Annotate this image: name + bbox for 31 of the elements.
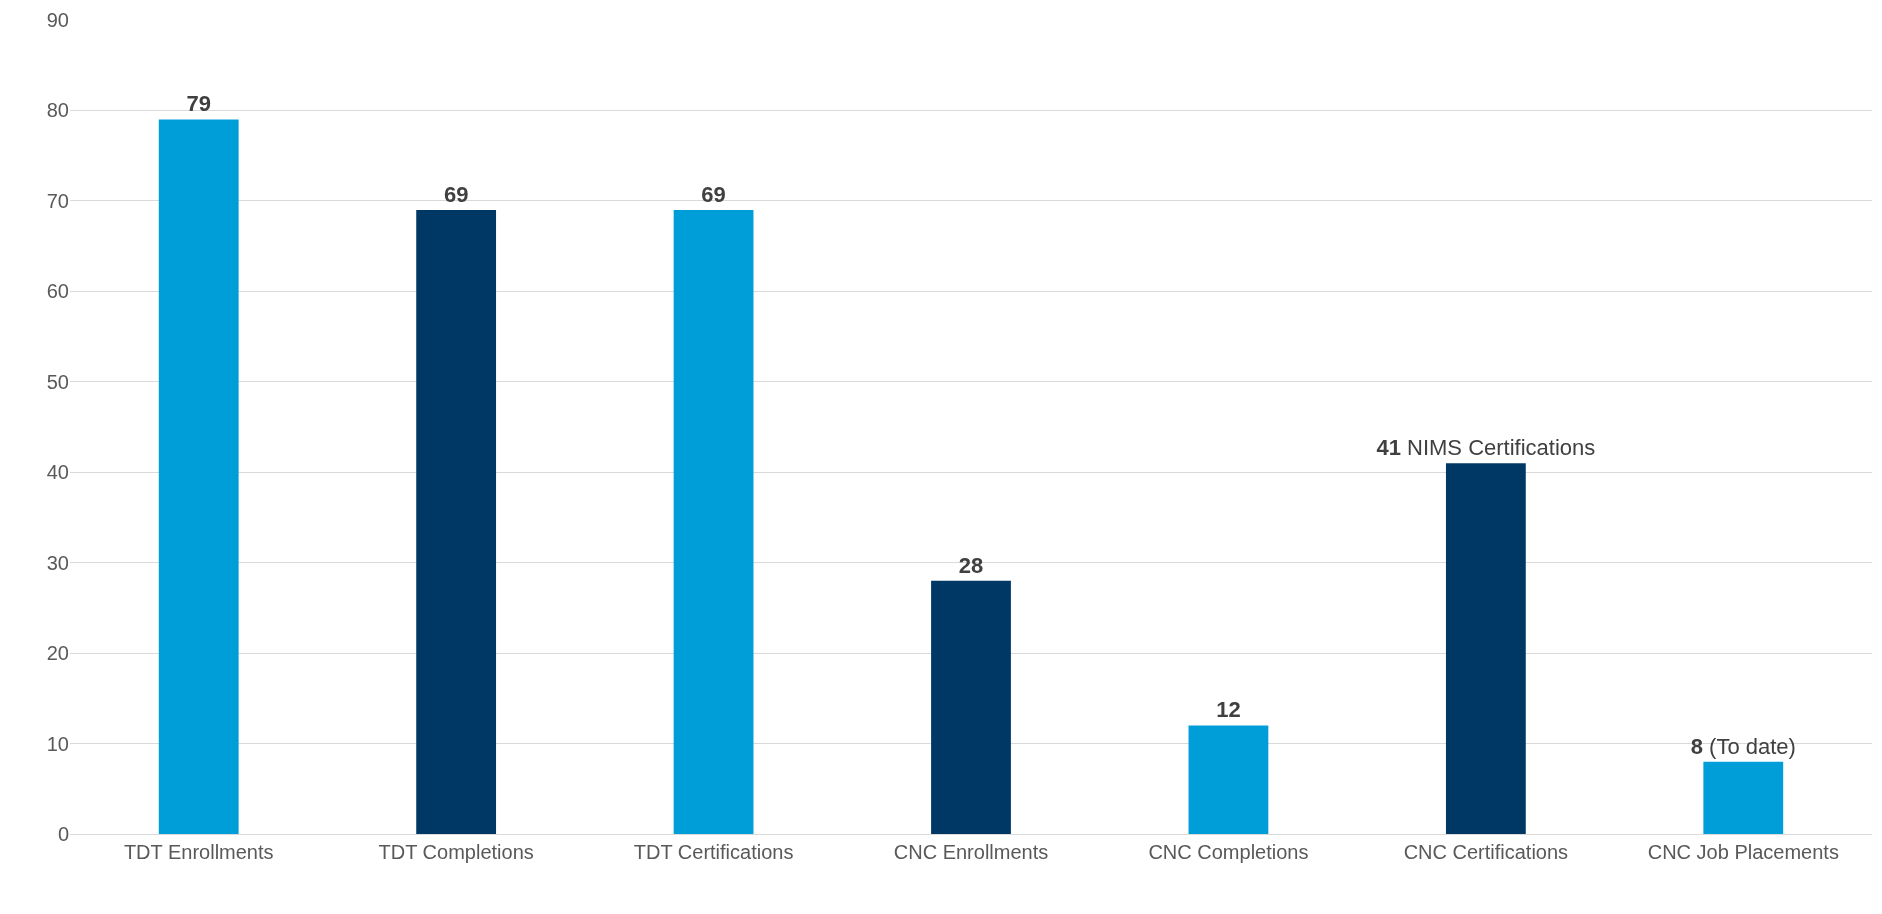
bar (1703, 761, 1784, 834)
data-label: 69 (701, 181, 726, 207)
data-label: 12 (1216, 697, 1241, 723)
x-tick-label: CNC Completions (1148, 841, 1309, 863)
y-tick-label: 90 (46, 9, 69, 31)
y-tick-label: 80 (46, 99, 69, 122)
data-label: 41 NIMS Certifications (1376, 435, 1596, 461)
data-label: 28 (958, 552, 984, 578)
bar (158, 119, 239, 834)
x-tick-label: TDT Certifications (633, 841, 794, 863)
bar (931, 580, 1011, 834)
y-tick-label: 10 (46, 732, 69, 755)
y-tick-label: 50 (46, 370, 69, 393)
y-tick-label: 40 (46, 461, 69, 484)
x-tick-label: TDT Completions (378, 841, 534, 863)
data-label: 79 (186, 91, 211, 117)
data-label: 8 (To date) (1690, 733, 1796, 759)
bar (1188, 725, 1269, 834)
y-tick-label: 20 (46, 642, 69, 665)
x-tick-label: CNC Job Placements (1647, 841, 1839, 863)
x-tick-label: CNC Enrollments (893, 841, 1049, 863)
x-tick-label: CNC Certifications (1403, 841, 1569, 863)
bar (1445, 463, 1526, 834)
y-tick-label: 30 (46, 551, 69, 574)
y-tick-label: 70 (46, 189, 69, 212)
bar (416, 209, 497, 834)
bar (673, 209, 754, 834)
y-tick-label: 60 (46, 280, 69, 303)
x-tick-label: TDT Enrollments (123, 841, 274, 863)
y-tick-label: 0 (57, 823, 69, 845)
data-label: 69 (443, 181, 469, 207)
